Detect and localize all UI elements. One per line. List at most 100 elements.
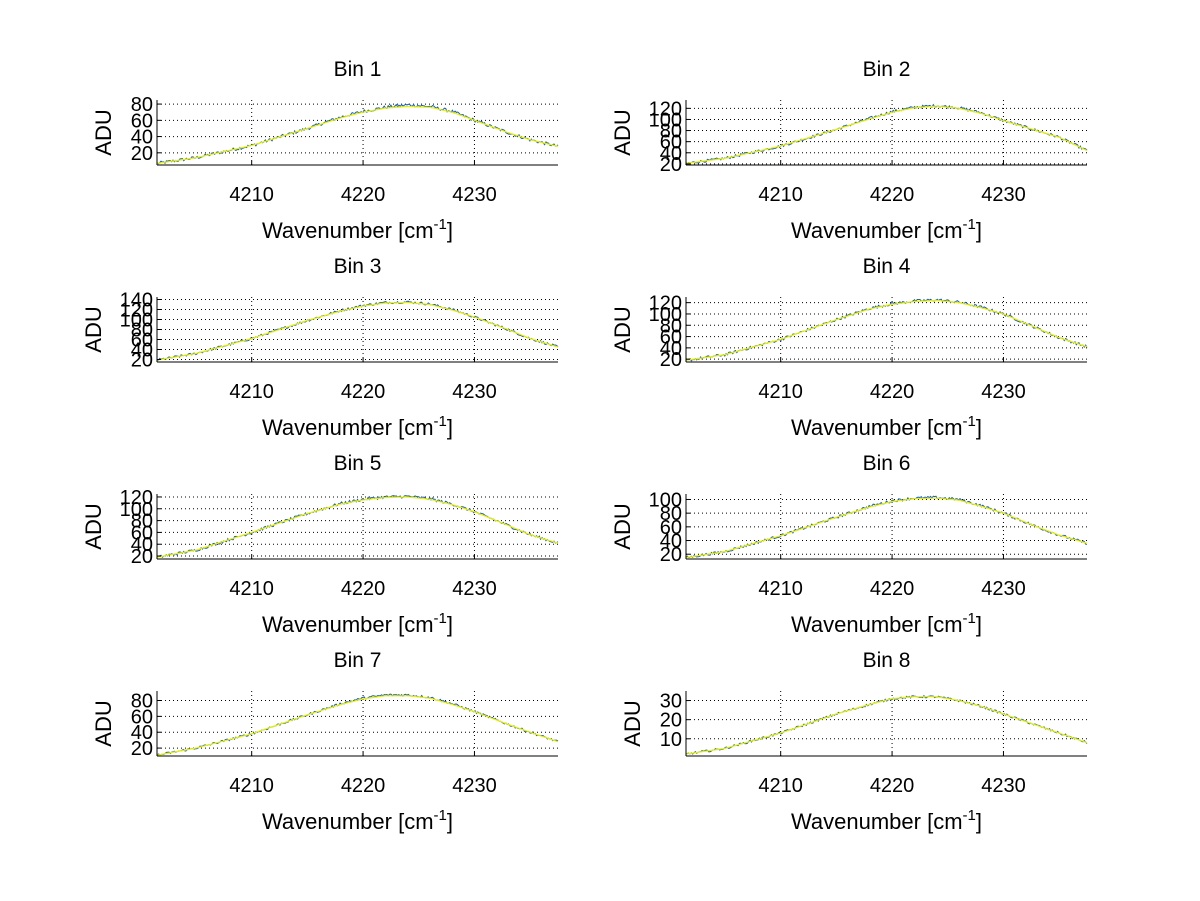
x-tick-label: 4210: [758, 184, 803, 206]
y-axis-label: ADU: [610, 306, 635, 352]
y-tick-label: 60: [131, 110, 153, 132]
x-tick-label: 4220: [341, 775, 386, 797]
y-tick-label: 80: [131, 94, 153, 116]
series-line-fit: [156, 695, 559, 756]
subplot-title: Bin 3: [334, 255, 382, 278]
series-line-measured: [685, 103, 1088, 164]
series-line-fit: [156, 301, 559, 361]
subplot-title: Bin 5: [334, 452, 382, 475]
plot-area: [686, 100, 1087, 165]
x-tick-label: 4210: [229, 775, 274, 797]
y-tick-label: 140: [120, 290, 153, 312]
y-tick-label: 40: [131, 534, 153, 556]
y-tick-label: 40: [660, 531, 682, 553]
y-tick-label: 20: [660, 349, 682, 371]
x-tick-label: 4230: [452, 775, 497, 797]
subplot-title: Bin 4: [863, 255, 911, 278]
y-axis-label: ADU: [610, 503, 635, 549]
y-tick-label: 40: [131, 340, 153, 362]
x-tick-label: 4210: [758, 775, 803, 797]
series-line-fit: [156, 496, 559, 558]
y-tick-label: 20: [131, 546, 153, 568]
x-axis-label-superscript: -1: [434, 216, 447, 233]
x-tick-label: 4230: [452, 578, 497, 600]
x-tick-label: 4220: [870, 578, 915, 600]
y-tick-label: 100: [649, 109, 682, 131]
x-axis-label: Wavenumber [cm-1]: [262, 413, 453, 440]
y-tick-label: 20: [660, 154, 682, 176]
x-axis-label: Wavenumber [cm-1]: [791, 216, 982, 243]
y-tick-label: 100: [649, 489, 682, 511]
x-tick-label: 4210: [229, 381, 274, 403]
x-axis-label-main: Wavenumber [cm: [262, 612, 434, 637]
y-axis-label: ADU: [610, 109, 635, 155]
x-axis-label-superscript: -1: [434, 610, 447, 627]
x-tick-label: 4220: [341, 184, 386, 206]
series-line-fit: [156, 105, 559, 164]
x-axis-label: Wavenumber [cm-1]: [791, 807, 982, 834]
x-axis-label-end: ]: [976, 612, 982, 637]
y-axis-label: ADU: [620, 700, 645, 746]
y-axis-label: ADU: [81, 306, 106, 352]
x-tick-label: 4210: [229, 184, 274, 206]
x-axis-label-end: ]: [976, 415, 982, 440]
x-axis-label-main: Wavenumber [cm: [262, 218, 434, 243]
x-tick-label: 4230: [981, 775, 1026, 797]
y-tick-label: 20: [131, 738, 153, 760]
y-tick-label: 10: [660, 729, 682, 751]
y-tick-label: 60: [660, 327, 682, 349]
plot-area: [686, 691, 1087, 756]
series-line-fit: [685, 105, 1088, 164]
x-tick-label: 4220: [870, 381, 915, 403]
subplot-title: Bin 7: [334, 649, 382, 672]
plot-area: [157, 691, 558, 756]
x-axis-label: Wavenumber [cm-1]: [262, 216, 453, 243]
y-tick-label: 40: [660, 338, 682, 360]
y-tick-label: 60: [131, 330, 153, 352]
y-axis-label: ADU: [81, 503, 106, 549]
y-tick-label: 80: [660, 315, 682, 337]
y-tick-label: 100: [120, 310, 153, 332]
x-axis-label-main: Wavenumber [cm: [791, 809, 963, 834]
y-tick-label: 80: [660, 503, 682, 525]
series-line-fit: [685, 497, 1088, 559]
x-tick-label: 4220: [341, 381, 386, 403]
subplot-title: Bin 6: [863, 452, 911, 475]
x-tick-label: 4230: [452, 184, 497, 206]
y-tick-label: 20: [660, 710, 682, 732]
y-tick-label: 80: [131, 320, 153, 342]
y-axis-label: ADU: [91, 700, 116, 746]
x-axis-label-superscript: -1: [434, 413, 447, 430]
subplot-title: Bin 8: [863, 649, 911, 672]
x-axis-label: Wavenumber [cm-1]: [791, 413, 982, 440]
y-tick-label: 120: [120, 300, 153, 322]
x-axis-label-end: ]: [447, 612, 453, 637]
x-tick-label: 4210: [758, 578, 803, 600]
subplot-title: Bin 2: [863, 58, 911, 81]
x-tick-label: 4230: [981, 381, 1026, 403]
plot-area: [157, 100, 558, 165]
x-axis-label-superscript: -1: [963, 413, 976, 430]
x-tick-label: 4220: [870, 775, 915, 797]
y-tick-label: 40: [660, 143, 682, 165]
y-tick-label: 120: [649, 293, 682, 315]
x-tick-label: 4220: [870, 184, 915, 206]
y-tick-label: 20: [131, 350, 153, 372]
plot-area: [686, 297, 1087, 362]
x-tick-label: 4210: [229, 578, 274, 600]
x-axis-label-main: Wavenumber [cm: [262, 415, 434, 440]
x-tick-label: 4220: [341, 578, 386, 600]
x-axis-label-main: Wavenumber [cm: [262, 809, 434, 834]
series-line-fit: [685, 696, 1088, 755]
x-axis-label-superscript: -1: [963, 610, 976, 627]
y-axis-label: ADU: [91, 109, 116, 155]
